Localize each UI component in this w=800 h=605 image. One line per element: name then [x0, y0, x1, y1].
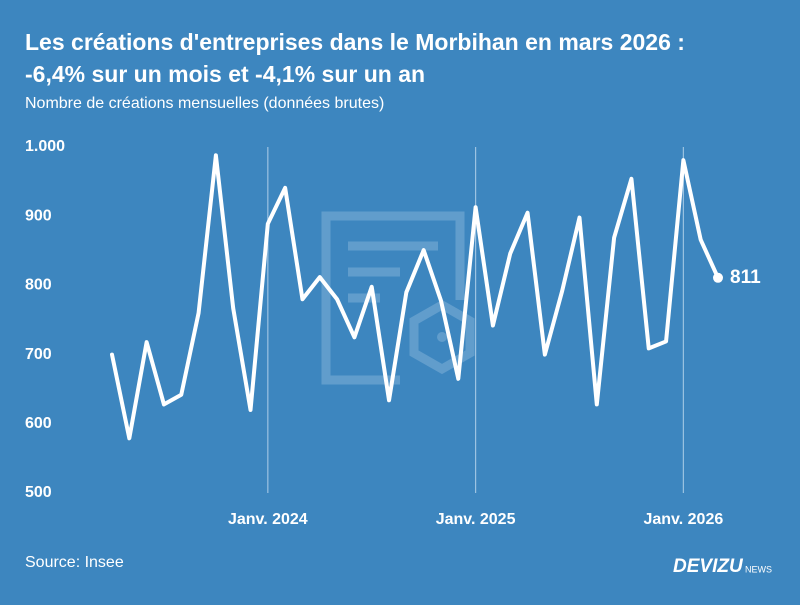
y-tick-label: 900 — [25, 207, 52, 224]
y-tick-label: 500 — [25, 484, 52, 501]
watermark — [321, 211, 475, 385]
brand-suffix: NEWS — [745, 564, 772, 574]
y-tick-label: 600 — [25, 415, 52, 432]
chart-title: -6,4% sur un mois et -4,1% sur un an — [25, 61, 425, 87]
x-tick-label: Janv. 2026 — [643, 511, 723, 528]
y-tick-label: 1.000 — [25, 138, 65, 155]
line — [110, 153, 720, 441]
data-label: 811 — [730, 267, 761, 288]
x-tick-label: Janv. 2025 — [436, 511, 516, 528]
source: Source: Insee — [25, 554, 124, 571]
chart-title: Les créations d'entreprises dans le Morb… — [25, 29, 685, 55]
y-tick-label: 800 — [25, 277, 52, 294]
chart-subtitle: Nombre de créations mensuelles (données … — [25, 95, 384, 112]
brand: DEVIZU — [673, 556, 744, 577]
end-point — [713, 272, 723, 283]
x-tick-label: Janv. 2024 — [228, 511, 308, 528]
y-tick-label: 700 — [25, 346, 52, 363]
